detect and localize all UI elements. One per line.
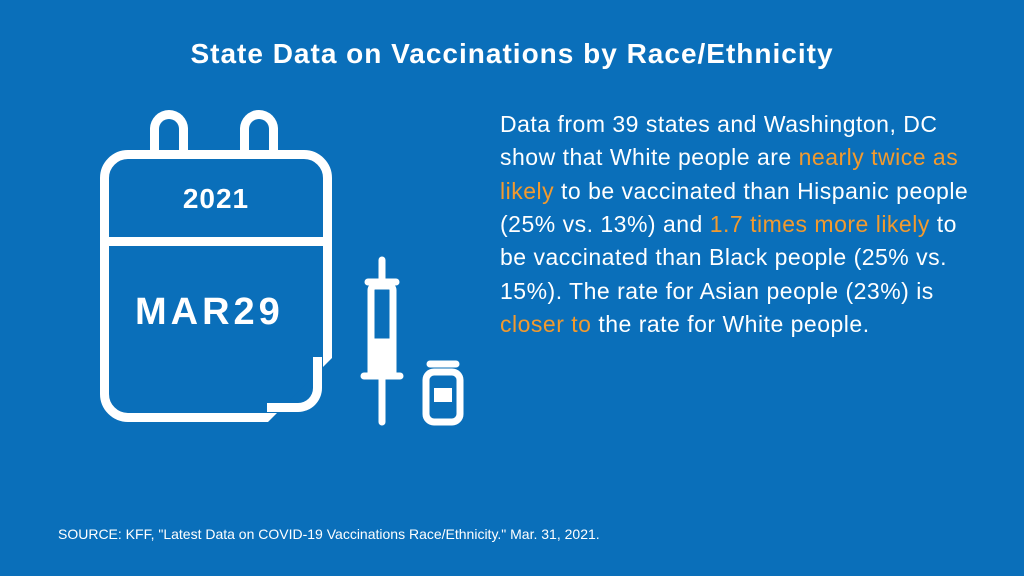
source-citation: SOURCE: KFF, "Latest Data on COVID-19 Va… <box>58 526 600 542</box>
content-row: 2021 MAR29 Data fro <box>0 70 1024 460</box>
calendar-icon: 2021 MAR29 <box>100 110 332 382</box>
body-highlight: closer to <box>500 311 591 337</box>
calendar-year: 2021 <box>109 183 323 215</box>
illustration-area: 2021 MAR29 <box>60 100 500 460</box>
syringe-icon <box>358 256 406 426</box>
calendar-body: 2021 MAR29 <box>100 150 332 422</box>
calendar-date: MAR29 <box>135 291 284 334</box>
vial-icon <box>420 360 466 426</box>
page-title: State Data on Vaccinations by Race/Ethni… <box>0 0 1024 70</box>
calendar-divider <box>109 237 323 246</box>
body-segment: the rate for White people. <box>591 311 869 337</box>
body-highlight: 1.7 times more likely <box>710 211 930 237</box>
body-text: Data from 39 states and Washington, DC s… <box>500 100 974 460</box>
calendar-fold-icon <box>268 358 332 422</box>
